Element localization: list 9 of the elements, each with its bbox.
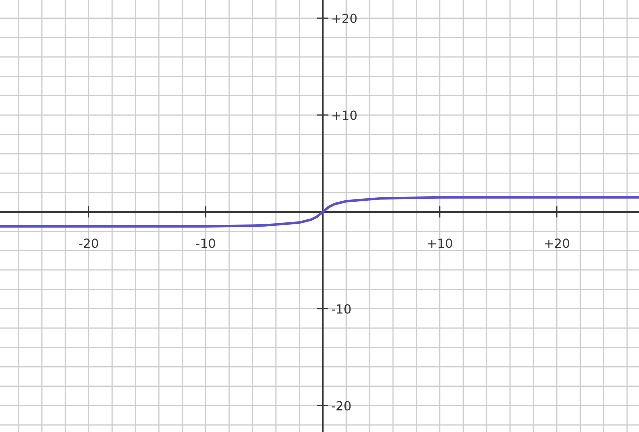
- y-tick-label: +10: [332, 110, 357, 120]
- x-tick-label: +10: [428, 238, 452, 248]
- y-tick-label: +20: [332, 14, 357, 24]
- x-tick-label: -10: [196, 238, 216, 248]
- line-series: [0, 196, 639, 228]
- y-tick-label: -20: [332, 401, 351, 411]
- x-tick-label: +20: [545, 238, 570, 248]
- x-tick-label: -20: [79, 238, 98, 248]
- y-tick-label: -10: [332, 304, 351, 314]
